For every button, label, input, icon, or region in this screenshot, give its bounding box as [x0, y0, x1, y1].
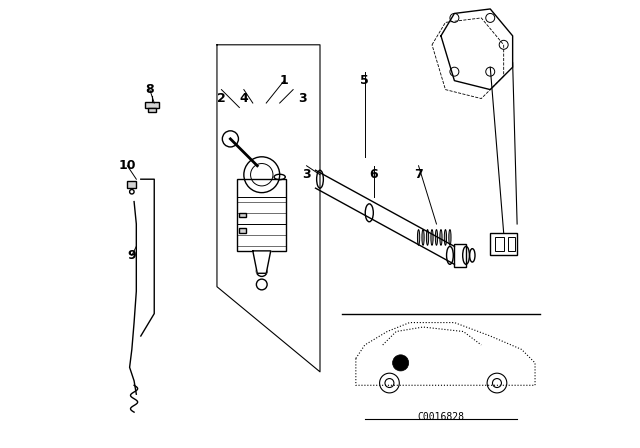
Bar: [508, 237, 515, 251]
Bar: [145, 102, 159, 108]
Bar: [495, 237, 504, 251]
Bar: [148, 108, 157, 112]
Text: 3: 3: [298, 92, 307, 105]
Bar: [237, 179, 287, 251]
Text: 7: 7: [414, 168, 423, 181]
Bar: [490, 233, 517, 255]
Text: 4: 4: [239, 92, 248, 105]
Bar: [127, 181, 136, 188]
Ellipse shape: [426, 229, 429, 246]
Ellipse shape: [417, 229, 420, 246]
Bar: [239, 213, 246, 217]
Text: 5: 5: [360, 74, 369, 87]
Bar: [454, 244, 466, 267]
Ellipse shape: [431, 229, 433, 246]
Ellipse shape: [449, 229, 451, 246]
Text: 1: 1: [280, 74, 289, 87]
Text: 9: 9: [127, 249, 136, 262]
Text: 3: 3: [302, 168, 311, 181]
Polygon shape: [253, 251, 271, 273]
Ellipse shape: [440, 229, 442, 246]
Text: 10: 10: [118, 159, 136, 172]
Text: 8: 8: [145, 83, 154, 96]
Text: 2: 2: [217, 92, 226, 105]
Ellipse shape: [435, 229, 438, 246]
Bar: [257, 251, 266, 262]
Text: C0016828: C0016828: [417, 412, 465, 422]
Text: 6: 6: [369, 168, 378, 181]
Bar: [239, 228, 246, 233]
Ellipse shape: [444, 229, 447, 246]
Ellipse shape: [422, 229, 424, 246]
Circle shape: [392, 355, 409, 371]
